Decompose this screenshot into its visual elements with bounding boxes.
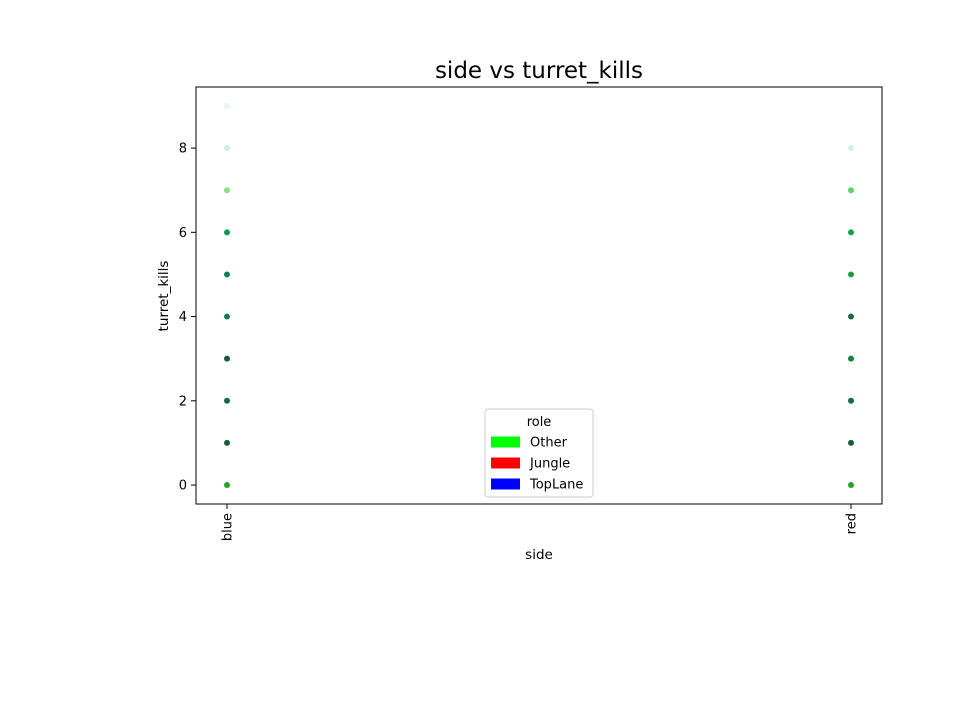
legend-swatch (491, 457, 520, 469)
y-axis: 0 2 4 6 8 (179, 142, 196, 494)
data-point (224, 145, 230, 152)
data-point (224, 271, 230, 278)
y-axis-label: turret_kills (156, 261, 172, 332)
legend-label: TopLane (529, 478, 583, 493)
data-point (224, 482, 230, 489)
legend-title: role (527, 415, 552, 430)
y-tick-label: 8 (179, 142, 187, 157)
legend-swatch (491, 436, 520, 448)
chart-title: side vs turret_kills (435, 58, 643, 84)
data-point (848, 229, 854, 236)
data-point (848, 397, 854, 404)
data-point (224, 439, 230, 446)
y-tick-label: 0 (179, 479, 187, 494)
data-points (224, 102, 854, 489)
data-point (224, 355, 230, 362)
legend: role Other Jungle TopLane (484, 408, 594, 498)
data-point (848, 439, 854, 446)
data-point (848, 313, 854, 320)
data-point (848, 271, 854, 278)
data-point (224, 313, 230, 320)
x-tick-label: blue (221, 513, 236, 541)
x-tick-label: red (845, 513, 860, 534)
data-point (848, 482, 854, 489)
data-point (848, 355, 854, 362)
data-point (848, 187, 854, 194)
legend-label: Other (530, 436, 568, 451)
data-point (224, 229, 230, 236)
y-tick-label: 2 (179, 394, 187, 409)
data-point (848, 145, 854, 152)
y-tick-label: 4 (179, 310, 187, 325)
data-point (224, 397, 230, 404)
legend-box (484, 408, 594, 498)
plot-area-frame (195, 86, 883, 505)
y-tick-label: 6 (179, 226, 187, 241)
x-axis-label: side (525, 547, 553, 563)
x-axis: blue red (221, 504, 860, 541)
data-point (224, 102, 230, 109)
legend-label: Jungle (529, 457, 570, 472)
data-point (224, 187, 230, 194)
legend-swatch (491, 478, 520, 490)
